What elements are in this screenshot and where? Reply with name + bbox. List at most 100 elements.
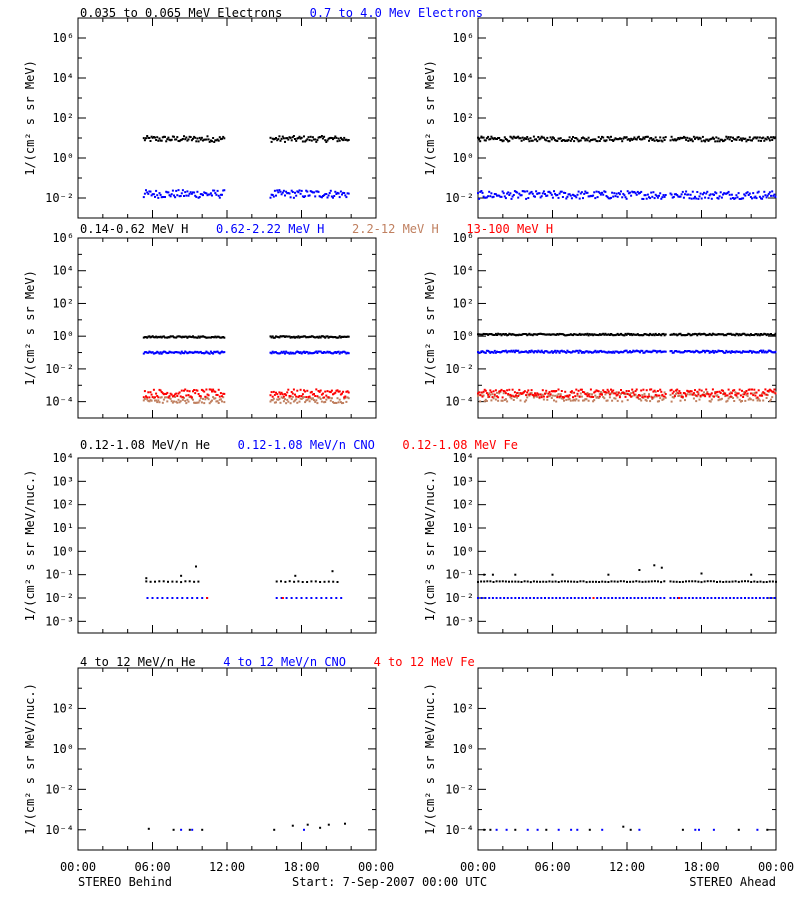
data-point	[636, 136, 639, 139]
data-point	[315, 597, 318, 599]
data-point	[716, 333, 719, 336]
data-point	[603, 139, 606, 142]
data-point	[551, 333, 554, 336]
data-point	[188, 390, 191, 393]
data-point	[741, 197, 743, 200]
data-point	[148, 350, 151, 353]
data-point	[651, 139, 654, 141]
data-point	[482, 195, 485, 198]
data-point	[177, 398, 180, 401]
data-point	[314, 351, 317, 354]
data-point	[570, 138, 573, 141]
data-point	[642, 396, 645, 399]
data-point	[291, 191, 294, 193]
y-tick-label: 10⁰	[52, 544, 74, 558]
data-point	[190, 351, 193, 354]
data-point	[685, 580, 687, 583]
data-point	[515, 349, 517, 352]
data-point	[606, 388, 609, 391]
data-point	[736, 333, 739, 336]
data-point	[705, 349, 708, 352]
data-point	[313, 351, 315, 354]
data-point	[219, 193, 222, 196]
data-point	[293, 580, 296, 583]
data-point	[546, 350, 549, 353]
data-point	[315, 140, 318, 143]
series-black	[147, 822, 346, 831]
data-point	[728, 138, 731, 141]
data-point	[300, 136, 303, 139]
data-point	[718, 195, 721, 198]
data-point	[568, 394, 571, 397]
data-point	[334, 401, 337, 404]
data-point	[622, 825, 625, 828]
data-point	[166, 352, 169, 355]
data-point	[732, 389, 734, 392]
data-point	[611, 333, 614, 336]
data-point	[322, 392, 324, 395]
data-point	[272, 351, 275, 354]
data-point	[587, 195, 590, 198]
data-point	[550, 397, 553, 399]
data-point	[157, 335, 160, 338]
data-point	[578, 395, 581, 398]
data-point	[518, 388, 521, 391]
data-point	[198, 351, 201, 354]
data-point	[346, 351, 349, 354]
data-point	[641, 396, 644, 399]
data-point	[280, 396, 283, 399]
data-point	[504, 349, 507, 352]
data-point	[675, 139, 677, 142]
data-point	[623, 392, 626, 395]
data-point	[325, 398, 328, 401]
data-point	[602, 350, 605, 353]
y-tick-label: 10⁻²	[45, 191, 74, 205]
data-point	[675, 193, 677, 196]
data-point	[754, 136, 757, 139]
data-point	[154, 352, 156, 355]
data-point	[218, 196, 221, 199]
data-point	[310, 390, 313, 393]
data-point	[147, 192, 150, 195]
data-point	[727, 388, 730, 391]
data-point	[587, 351, 590, 354]
data-point	[148, 335, 151, 338]
data-point	[316, 402, 319, 405]
data-point	[516, 396, 519, 399]
data-point	[318, 195, 321, 198]
data-point	[768, 399, 771, 402]
data-point	[174, 336, 177, 339]
data-point	[536, 828, 539, 831]
data-point	[739, 197, 742, 200]
data-point	[500, 388, 503, 391]
data-point	[705, 192, 708, 195]
data-point	[677, 333, 680, 336]
data-point	[479, 400, 482, 403]
data-point	[700, 572, 703, 575]
data-point	[766, 194, 769, 197]
data-point	[494, 332, 497, 335]
data-point	[309, 335, 312, 338]
data-point	[180, 192, 183, 195]
data-point	[626, 332, 629, 335]
data-point	[678, 138, 681, 141]
series-blue	[146, 597, 343, 599]
data-point	[726, 333, 729, 335]
data-point	[272, 195, 275, 198]
data-point	[332, 393, 334, 396]
data-point	[328, 350, 331, 353]
data-point	[659, 333, 662, 336]
data-point	[318, 396, 321, 399]
data-point	[726, 137, 729, 140]
caption-stereo-ahead: STEREO Ahead	[689, 875, 776, 889]
data-point	[197, 401, 200, 404]
data-point	[753, 350, 756, 353]
data-point	[193, 401, 196, 404]
data-point	[196, 597, 199, 599]
data-point	[722, 389, 724, 392]
data-point	[301, 393, 304, 396]
data-point	[514, 580, 517, 583]
data-point	[309, 397, 312, 400]
data-point	[269, 196, 272, 199]
row-title-1-2: 2.2-12 MeV H	[352, 222, 439, 236]
